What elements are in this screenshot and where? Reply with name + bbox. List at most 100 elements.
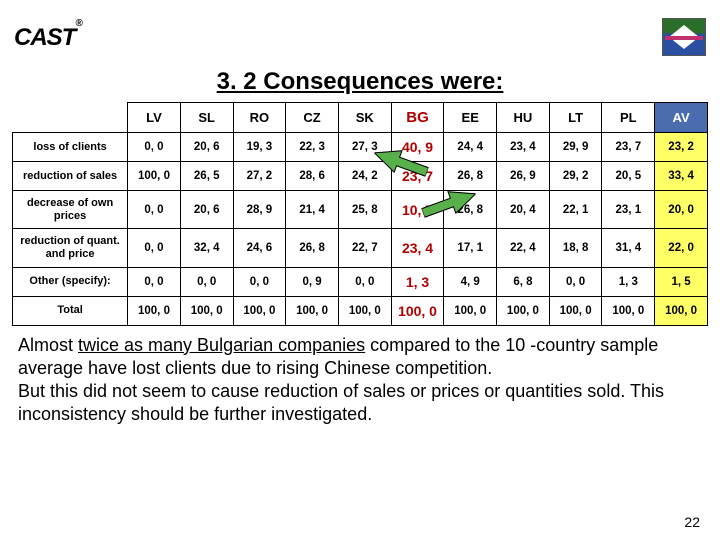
row-label: Other (specify): [13,267,128,296]
cast-logo-reg: ® [75,18,81,29]
table-cell: 100, 0 [602,296,655,325]
table-cell: 22, 1 [549,191,602,229]
table-cell: 24, 2 [338,162,391,191]
table-cell: 100, 0 [655,296,708,325]
table-cell: 23, 2 [655,133,708,162]
table-cell: 100, 0 [338,296,391,325]
table-cell: 33, 4 [655,162,708,191]
cast-logo-text: CAST [14,24,75,51]
col-header-pl: PL [602,103,655,133]
table-cell: 18, 8 [549,229,602,267]
row-label: reduction of sales [13,162,128,191]
body-part1: Almost [18,335,78,355]
table-cell: 1, 3 [391,267,444,296]
table-cell: 4, 9 [444,267,497,296]
table-cell: 40, 9 [391,133,444,162]
table-cell: 24, 4 [444,133,497,162]
table-cell: 27, 2 [233,162,286,191]
table-cell: 0, 0 [180,267,233,296]
table-row: decrease of own prices0, 020, 628, 921, … [13,191,708,229]
row-label: Total [13,296,128,325]
table-cell: 0, 0 [128,267,181,296]
table-cell: 100, 0 [233,296,286,325]
table-cell: 100, 0 [391,296,444,325]
table-cell: 10, 7 [391,191,444,229]
body-underline: twice as many Bulgarian companies [78,335,365,355]
partner-logo-icon [662,18,706,56]
table-cell: 0, 0 [549,267,602,296]
slide-title: 3. 2 Consequences were: [0,68,720,96]
table-cell: 26, 8 [286,229,339,267]
table-cell: 26, 8 [444,162,497,191]
table-cell: 20, 5 [602,162,655,191]
row-label: loss of clients [13,133,128,162]
table-row: Other (specify):0, 00, 00, 00, 90, 01, 3… [13,267,708,296]
table-cell: 100, 0 [497,296,550,325]
table-cell: 25, 8 [338,191,391,229]
table-cell: 22, 3 [286,133,339,162]
col-header-bg: BG [391,103,444,133]
col-header-ee: EE [444,103,497,133]
table-cell: 100, 0 [128,296,181,325]
table-cell: 0, 9 [286,267,339,296]
table-cell: 23, 1 [602,191,655,229]
table-row: reduction of quant. and price0, 032, 424… [13,229,708,267]
table-cell: 20, 4 [497,191,550,229]
table-cell: 23, 4 [497,133,550,162]
col-header-sk: SK [338,103,391,133]
row-label: decrease of own prices [13,191,128,229]
col-header-hu: HU [497,103,550,133]
table-cell: 100, 0 [180,296,233,325]
table-cell: 22, 7 [338,229,391,267]
table-cell: 100, 0 [549,296,602,325]
table-cell: 100, 0 [128,162,181,191]
table-cell: 6, 8 [497,267,550,296]
table-cell: 0, 0 [233,267,286,296]
cast-logo: CAST® [14,24,82,52]
table-cell: 22, 4 [497,229,550,267]
table-corner [13,103,128,133]
table-cell: 26, 8 [444,191,497,229]
table-cell: 1, 5 [655,267,708,296]
table-cell: 32, 4 [180,229,233,267]
table-row: reduction of sales100, 026, 527, 228, 62… [13,162,708,191]
table-cell: 29, 9 [549,133,602,162]
consequences-table: LVSLROCZSKBGEEHULTPLAVloss of clients0, … [12,102,708,326]
table-row: loss of clients0, 020, 619, 322, 327, 34… [13,133,708,162]
table-cell: 31, 4 [602,229,655,267]
body-text: Almost twice as many Bulgarian companies… [0,326,720,426]
table-cell: 29, 2 [549,162,602,191]
page-number: 22 [684,514,700,530]
data-table-container: LVSLROCZSKBGEEHULTPLAVloss of clients0, … [0,102,720,326]
table-cell: 0, 0 [128,229,181,267]
table-cell: 21, 4 [286,191,339,229]
table-cell: 0, 0 [128,191,181,229]
col-header-sl: SL [180,103,233,133]
table-cell: 20, 6 [180,191,233,229]
table-cell: 19, 3 [233,133,286,162]
table-cell: 20, 6 [180,133,233,162]
table-cell: 23, 7 [391,162,444,191]
row-label: reduction of quant. and price [13,229,128,267]
table-cell: 0, 0 [128,133,181,162]
col-header-lt: LT [549,103,602,133]
table-cell: 27, 3 [338,133,391,162]
table-cell: 28, 9 [233,191,286,229]
table-cell: 22, 0 [655,229,708,267]
col-header-lv: LV [128,103,181,133]
table-cell: 0, 0 [338,267,391,296]
table-cell: 28, 6 [286,162,339,191]
table-cell: 26, 5 [180,162,233,191]
table-cell: 26, 9 [497,162,550,191]
table-cell: 23, 4 [391,229,444,267]
col-header-ro: RO [233,103,286,133]
table-cell: 17, 1 [444,229,497,267]
table-cell: 20, 0 [655,191,708,229]
table-cell: 1, 3 [602,267,655,296]
col-header-cz: CZ [286,103,339,133]
body-part3: But this did not seem to cause reduction… [18,381,664,424]
table-cell: 23, 7 [602,133,655,162]
table-row: Total100, 0100, 0100, 0100, 0100, 0100, … [13,296,708,325]
table-cell: 24, 6 [233,229,286,267]
table-cell: 100, 0 [444,296,497,325]
